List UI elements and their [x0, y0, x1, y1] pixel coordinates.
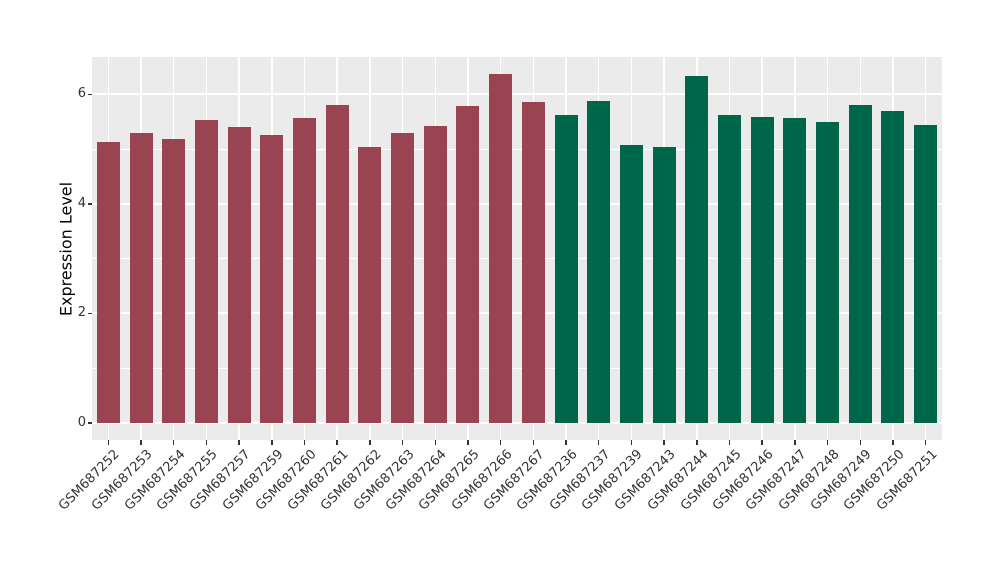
- x-tick: [859, 440, 862, 445]
- x-tick: [728, 440, 731, 445]
- bar: [96, 141, 120, 423]
- y-tick: [88, 93, 92, 95]
- bar: [783, 117, 807, 423]
- bar: [554, 115, 578, 423]
- y-tick: [88, 422, 92, 424]
- major-gridline: [92, 312, 942, 315]
- y-tick-label: 6: [77, 86, 86, 102]
- x-tick: [826, 440, 829, 445]
- bar: [227, 126, 251, 423]
- x-tick: [401, 440, 404, 445]
- x-tick: [597, 440, 600, 445]
- x-tick: [794, 440, 796, 445]
- bar: [521, 101, 545, 423]
- x-tick: [761, 440, 763, 445]
- x-tick: [499, 440, 502, 445]
- x-tick: [565, 440, 567, 445]
- bar: [260, 135, 284, 423]
- x-tick: [467, 440, 469, 445]
- major-gridline: [92, 93, 942, 96]
- x-tick: [303, 440, 306, 445]
- bar: [293, 118, 316, 423]
- x-tick: [336, 440, 338, 445]
- x-tick: [238, 440, 240, 445]
- bar: [129, 133, 153, 423]
- bar: [489, 73, 513, 423]
- y-tick-label: 0: [77, 415, 86, 430]
- bar: [358, 147, 382, 423]
- y-tick-label: 2: [77, 305, 86, 321]
- major-gridline: [92, 422, 942, 424]
- x-tick: [140, 440, 142, 445]
- x-tick: [172, 440, 175, 445]
- bar: [194, 120, 218, 423]
- minor-gridline: [92, 367, 942, 369]
- bar: [162, 138, 186, 423]
- x-tick: [630, 440, 633, 445]
- bar: [685, 75, 709, 423]
- minor-gridline: [92, 258, 942, 260]
- bar: [652, 147, 676, 423]
- x-tick: [663, 440, 665, 445]
- bar: [325, 104, 349, 423]
- bar: [848, 105, 872, 423]
- x-tick: [696, 440, 698, 445]
- bar: [423, 126, 447, 423]
- bar: [391, 132, 415, 423]
- plot-panel: [92, 57, 942, 440]
- x-tick: [205, 440, 208, 445]
- bar: [456, 105, 480, 423]
- x-tick: [434, 440, 437, 445]
- y-tick-label: 4: [77, 195, 86, 211]
- x-tick: [892, 440, 894, 445]
- bar: [619, 145, 643, 423]
- y-tick: [88, 312, 92, 315]
- bar: [587, 101, 611, 423]
- bar: [750, 117, 774, 423]
- bar: [881, 110, 905, 423]
- bar: [914, 124, 938, 423]
- x-tick: [924, 440, 927, 445]
- minor-gridline: [92, 148, 942, 150]
- major-gridline: [92, 202, 942, 205]
- bar: [816, 121, 840, 423]
- y-tick: [88, 203, 92, 205]
- x-tick: [271, 440, 273, 445]
- x-tick: [369, 440, 371, 445]
- bar: [718, 115, 741, 423]
- x-tick: [107, 440, 110, 445]
- x-tick: [532, 440, 535, 445]
